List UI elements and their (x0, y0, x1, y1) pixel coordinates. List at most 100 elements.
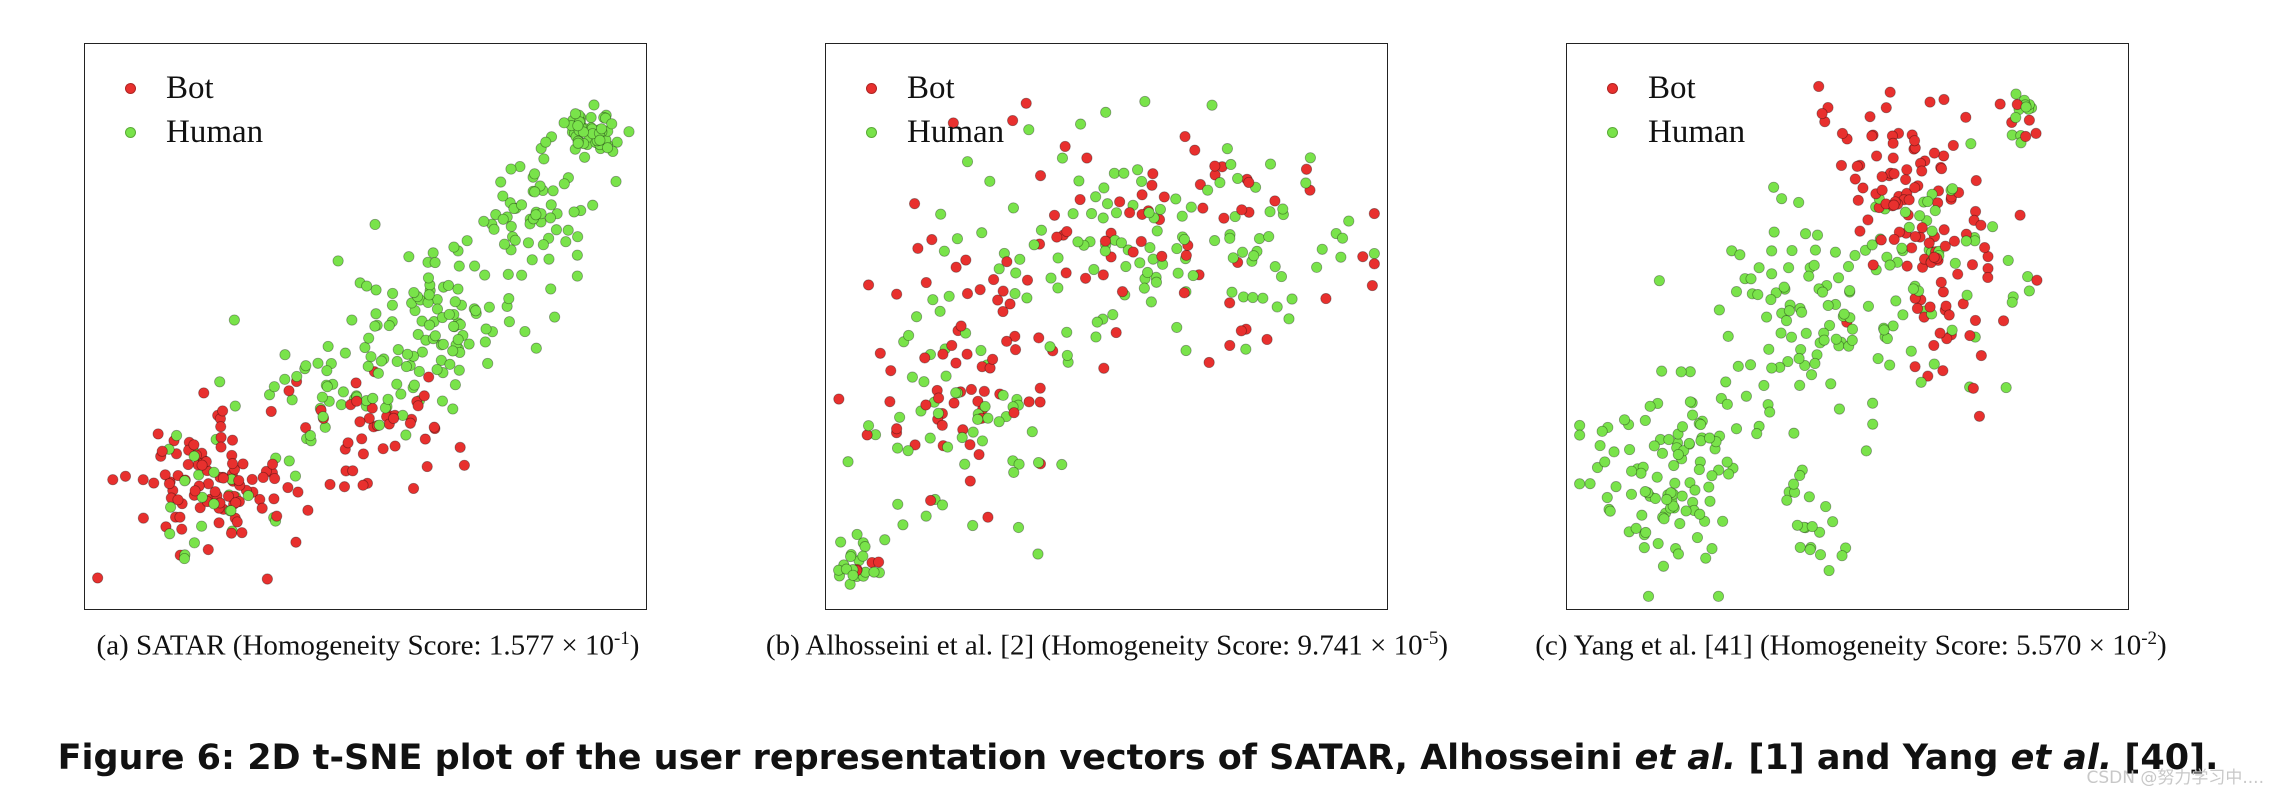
bot-point (215, 421, 227, 433)
bot-point (1224, 297, 1236, 309)
bot-point (388, 412, 400, 424)
human-point (1766, 268, 1778, 280)
bot-point (412, 400, 424, 412)
human-point (530, 342, 542, 354)
human-point (1704, 495, 1716, 507)
human-point (391, 378, 403, 390)
human-point (961, 156, 974, 168)
human-point (400, 429, 412, 441)
human-point (1680, 505, 1692, 517)
human-point (312, 357, 324, 369)
human-point (941, 441, 954, 453)
human-point (910, 311, 923, 323)
human-point (447, 345, 459, 357)
human-point (560, 236, 572, 248)
human-point (431, 363, 443, 376)
human-point (332, 255, 344, 267)
human-point (359, 341, 371, 354)
human-point (1271, 301, 1283, 313)
bot-point (351, 395, 363, 407)
bot-point (222, 490, 235, 502)
bot-point (1004, 298, 1016, 310)
human-point (585, 111, 597, 124)
human-point (1763, 343, 1775, 355)
human-point (179, 475, 191, 487)
human-point (448, 320, 460, 332)
human-point (1652, 537, 1664, 550)
bot-point (1366, 279, 1378, 292)
human-point (951, 233, 964, 245)
human-point (610, 175, 622, 188)
human-point (196, 520, 208, 532)
bot-point (458, 459, 470, 471)
human-point (165, 501, 177, 513)
bot-point (1970, 175, 1982, 187)
bot-point (1114, 196, 1126, 208)
points-layer (833, 95, 1380, 590)
human-point (498, 238, 511, 250)
bot-point (1079, 272, 1092, 284)
human-point (940, 370, 952, 382)
bot-point (1243, 176, 1255, 188)
human-point (2020, 101, 2032, 113)
bot-point (946, 339, 958, 352)
bot-point (1948, 235, 1960, 247)
bot-point (1098, 362, 1110, 374)
human-point (1929, 205, 1941, 217)
human-point (943, 290, 955, 302)
human-point (2000, 382, 2012, 394)
bot-point (997, 305, 1009, 318)
bot-point (1900, 173, 1912, 186)
human-point (967, 519, 979, 532)
human-point (1799, 228, 1812, 240)
human-point (1596, 425, 1608, 437)
bot-point (960, 254, 972, 266)
human-point (317, 411, 329, 423)
human-point (279, 373, 291, 385)
human-point (1144, 241, 1156, 254)
bot-point (419, 433, 431, 445)
human-point (547, 185, 559, 197)
human-point (400, 360, 413, 373)
human-point (395, 388, 407, 400)
human-point (391, 355, 403, 368)
bot-point (909, 439, 921, 451)
human-point (361, 280, 373, 292)
bot-point (950, 357, 962, 369)
human-point (1700, 552, 1712, 564)
bot-point (107, 474, 119, 486)
human-point (1946, 324, 1958, 336)
human-point (1023, 124, 1035, 136)
human-point (469, 260, 481, 272)
human-point (1803, 270, 1815, 282)
human-point (463, 338, 475, 350)
human-point (392, 344, 404, 356)
bot-point (1178, 287, 1190, 299)
human-point (2006, 296, 2018, 308)
human-point (452, 333, 464, 346)
human-marker-icon (866, 126, 877, 138)
human-point (337, 386, 349, 398)
bot-point (1884, 86, 1896, 98)
human-point (1185, 201, 1197, 213)
bot-point (1922, 370, 1934, 382)
human-point (571, 270, 583, 282)
human-point (228, 314, 240, 326)
human-point (1712, 590, 1725, 602)
human-point (1814, 526, 1826, 538)
bot-point (423, 371, 435, 383)
bot-point (428, 421, 440, 433)
bot-point (261, 573, 273, 585)
human-point (1343, 215, 1355, 227)
bot-point (226, 458, 239, 470)
human-point (847, 569, 859, 581)
human-point (263, 389, 276, 401)
human-point (1649, 492, 1661, 505)
human-point (1264, 206, 1276, 218)
human-point (1608, 446, 1620, 458)
human-point (935, 208, 947, 220)
bot-point (925, 494, 937, 507)
bot-point (1928, 251, 1940, 263)
human-point (1672, 548, 1684, 560)
human-point (1683, 437, 1695, 450)
